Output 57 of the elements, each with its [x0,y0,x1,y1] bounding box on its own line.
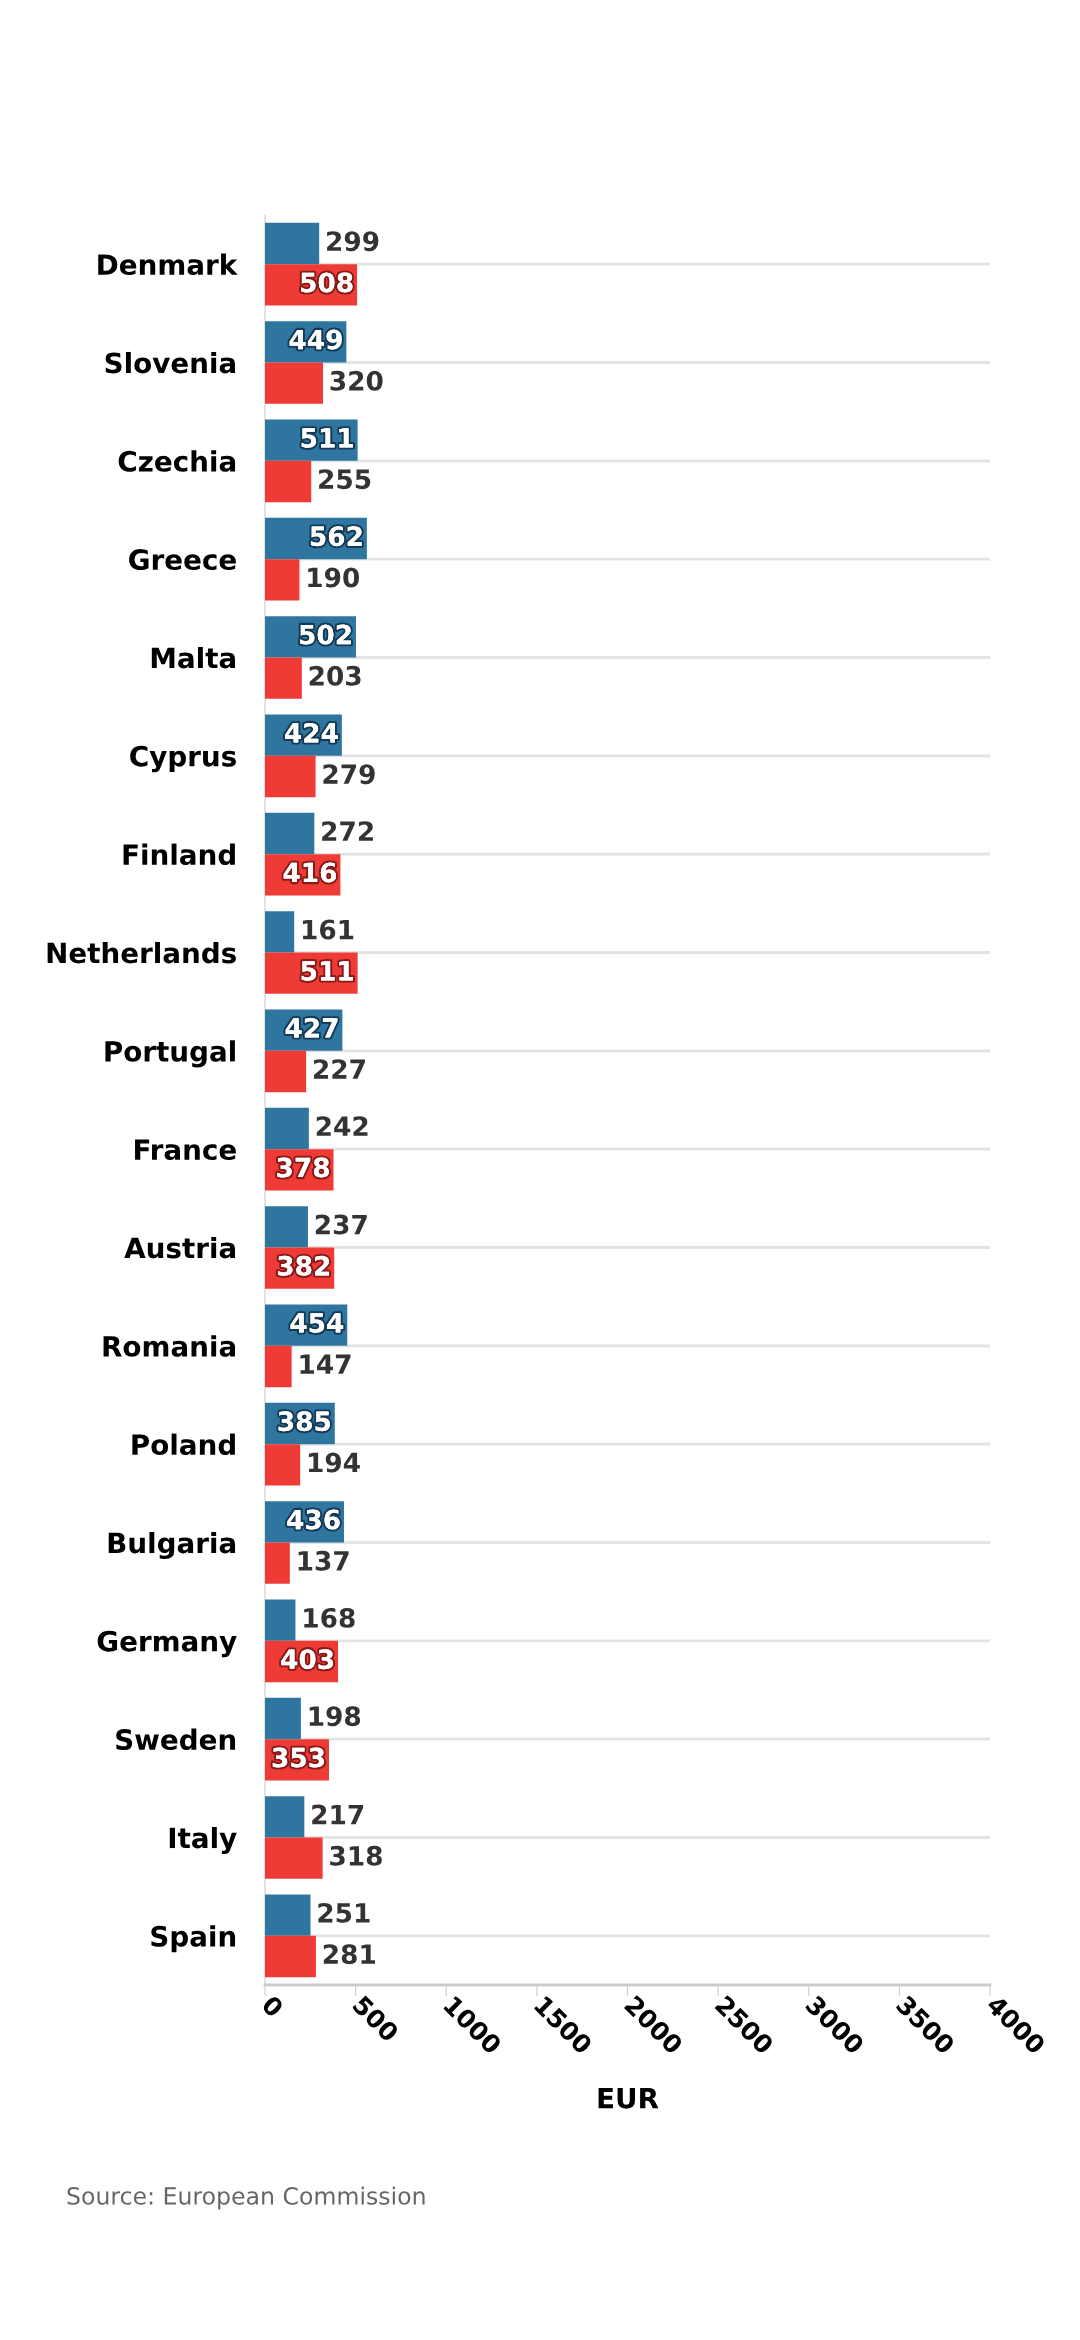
data-label: 353 [272,1747,324,1768]
data-label: 299 [327,231,379,252]
data-label: 320 [330,370,383,391]
data-label: 385 [278,1411,331,1432]
data-label: 416 [283,862,337,883]
data-label: 147 [300,1354,351,1374]
data-label: 511 [301,961,353,981]
data-label: 511 [301,428,353,448]
data-label: 281 [323,1944,375,1965]
x-axis-title: EUR [598,2088,659,2109]
data-label: 227 [314,1059,365,1079]
data-label: 382 [278,1255,330,1276]
y-tick-label: Romania [103,1335,236,1357]
data-label: 203 [309,665,361,686]
y-tick-label: Cyprus [130,745,236,773]
y-tick-label: Czechia [118,450,236,472]
source-note: Source: European Commission [67,2186,425,2210]
y-tick-label: Germany [97,1630,237,1658]
y-tick-label: France [135,1139,236,1161]
data-label: 251 [318,1902,370,1923]
data-label: 318 [330,1845,382,1866]
y-tick-label: Bulgaria [108,1531,236,1560]
data-label: 137 [298,1550,349,1571]
data-label: 168 [304,1607,355,1628]
data-label: 217 [312,1804,364,1825]
data-label: 378 [277,1157,329,1178]
x-tick-label: 0 [260,1994,285,2019]
y-tick-label: Malta [151,646,236,669]
data-label: 194 [308,1452,360,1473]
y-tick-label: Italy [169,1826,237,1855]
y-tick-label: Denmark [98,253,238,276]
y-tick-label: Finland [123,843,235,866]
data-label: 198 [309,1706,361,1727]
data-label: 161 [302,919,354,940]
data-label: 279 [323,764,375,785]
data-label: 272 [322,821,373,841]
data-label: 454 [290,1313,344,1333]
y-tick-label: Poland [132,1433,235,1456]
y-tick-label: Portugal [105,1040,235,1068]
y-tick-label: Austria [124,1236,236,1259]
data-label: 562 [310,526,362,547]
data-label: 502 [300,624,351,645]
y-tick-label: Sweden [116,1728,236,1751]
y-tick-label: Slovenia [105,351,236,374]
y-tick-label: Netherlands [47,941,236,964]
data-label: 237 [315,1214,367,1235]
data-label: 508 [301,272,353,293]
y-tick-label: Spain [151,1925,236,1953]
data-label: 449 [289,329,342,350]
y-tick-label: Greece [129,549,236,571]
data-label: 427 [285,1017,338,1038]
data-label: 255 [319,469,371,490]
data-label: 424 [285,722,338,743]
data-label: 190 [308,567,360,588]
data-label: 403 [281,1649,334,1670]
data-label: 436 [287,1509,340,1530]
data-label: 242 [316,1116,368,1136]
